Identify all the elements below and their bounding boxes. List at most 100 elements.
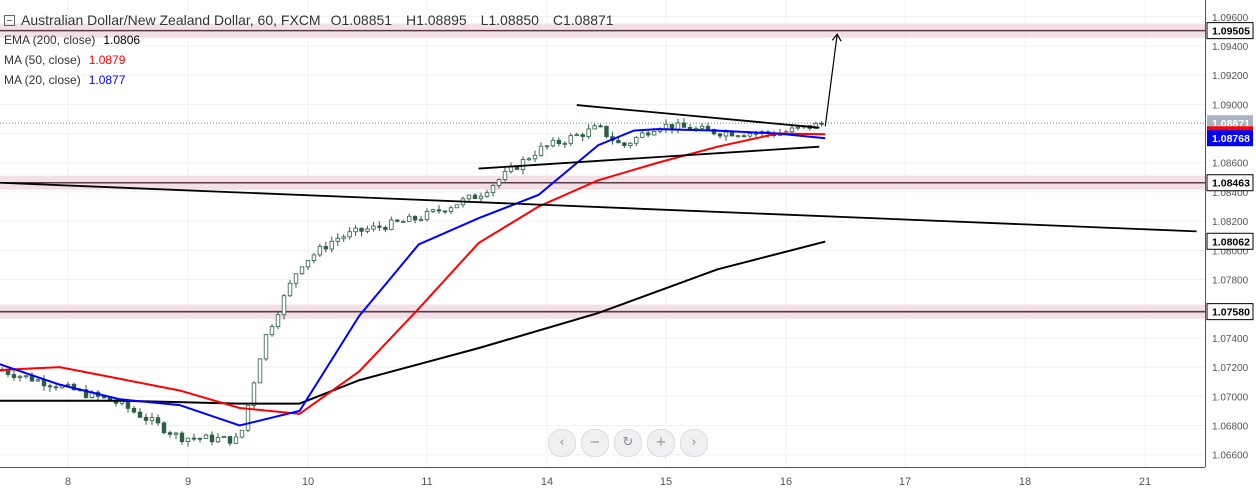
candle-body	[191, 437, 197, 440]
y-tick-label: 1.09000	[1212, 100, 1249, 111]
time-axis-bg	[0, 467, 1256, 489]
candle-body	[167, 432, 173, 435]
scroll-left-button[interactable]: ‹	[548, 429, 576, 457]
y-tick-label: 1.08400	[1212, 188, 1249, 199]
series-line	[0, 128, 826, 427]
scroll-right-button[interactable]: ›	[680, 429, 708, 457]
candle-body	[305, 260, 311, 268]
candle-body	[472, 194, 478, 200]
candle-body	[335, 237, 340, 242]
price-label-text: 1.09505	[1212, 26, 1250, 38]
y-tick-label: 1.06800	[1212, 422, 1249, 433]
candle-body	[556, 139, 562, 144]
candle-body	[161, 422, 167, 434]
candle-body	[233, 436, 239, 444]
close-value: C1.08871	[552, 12, 614, 28]
indicator-value: 1.0806	[103, 33, 141, 47]
candle-body	[628, 142, 633, 146]
candle-body	[203, 434, 209, 439]
price-label-text: 1.07580	[1212, 307, 1250, 319]
candle-body	[681, 122, 687, 128]
x-tick-label: 21	[1139, 476, 1151, 488]
legend-title-row: Australian Dollar/New Zealand Dollar, 60…	[4, 10, 624, 30]
low-value: L1.08850	[480, 12, 539, 28]
price-label-text: 1.08768	[1212, 133, 1250, 145]
candle-body	[616, 140, 621, 144]
high-value: H1.08895	[405, 12, 467, 28]
candle-body	[131, 407, 137, 413]
candle-body	[699, 125, 705, 129]
candle-body	[574, 134, 579, 137]
price-label-text: 1.08871	[1212, 118, 1250, 130]
candle-body	[215, 437, 221, 443]
candle-body	[227, 436, 233, 444]
candle-body	[185, 437, 191, 443]
series-line	[0, 132, 826, 415]
candle-body	[723, 131, 729, 137]
candle-body	[412, 215, 418, 221]
candle-body	[11, 374, 17, 378]
candle-body	[53, 386, 59, 389]
y-tick-label: 1.07400	[1212, 334, 1249, 345]
y-tick-label: 1.07000	[1212, 392, 1249, 403]
series-line	[0, 240, 826, 405]
candle-body	[622, 142, 627, 146]
zoom-in-button[interactable]: +	[647, 429, 675, 457]
candle-body	[795, 126, 801, 129]
candle-body	[550, 139, 556, 147]
x-tick-label: 15	[660, 476, 672, 488]
open-value: O1.08851	[330, 12, 393, 28]
candle-body	[251, 382, 257, 406]
x-tick-label: 8	[65, 476, 71, 488]
candle-body	[149, 417, 155, 421]
candle-body	[717, 133, 723, 137]
candle-body	[311, 254, 317, 261]
candle-body	[592, 125, 597, 130]
candle-body	[442, 210, 448, 213]
candle-body	[604, 125, 609, 137]
candle-body	[663, 123, 669, 130]
candle-body	[400, 220, 406, 223]
candle-body	[329, 240, 334, 250]
candle-body	[17, 375, 23, 378]
candle-body	[490, 184, 496, 194]
collapse-icon[interactable]	[4, 14, 15, 26]
candle-body	[197, 437, 203, 440]
chart-navigation: ‹ − ↻ + ›	[548, 429, 708, 457]
x-tick-label: 11	[421, 476, 432, 488]
candle-body	[317, 246, 323, 256]
indicator-ema200[interactable]: EMA (200, close) 1.0806	[4, 30, 624, 50]
zoom-out-button[interactable]: −	[581, 429, 609, 457]
y-tick-label: 1.07800	[1212, 276, 1249, 287]
y-tick-label: 1.08600	[1212, 159, 1249, 170]
y-tick-label: 1.08200	[1212, 217, 1249, 228]
candle-body	[281, 295, 287, 316]
indicator-ma20[interactable]: MA (20, close) 1.0877	[4, 70, 624, 90]
trendline	[0, 181, 1197, 233]
indicator-label: EMA (200, close)	[4, 33, 96, 47]
candle-body	[675, 122, 681, 130]
candle-body	[651, 130, 657, 136]
candle-body	[323, 246, 329, 250]
candle-body	[47, 385, 53, 388]
candle-body	[418, 219, 424, 222]
reset-button[interactable]: ↻	[614, 429, 642, 457]
x-tick-label: 18	[1019, 476, 1031, 488]
price-label-box	[1206, 22, 1254, 40]
candle-body	[299, 266, 305, 275]
candle-body	[502, 171, 508, 180]
candle-body	[341, 236, 346, 239]
y-tick-label: 1.08000	[1212, 246, 1249, 257]
candle-body	[436, 209, 442, 212]
indicator-ma50[interactable]: MA (50, close) 1.0879	[4, 50, 624, 70]
candle-body	[353, 227, 358, 233]
indicator-label: MA (50, close)	[4, 53, 81, 67]
candle-body	[65, 383, 71, 386]
candle-body	[389, 219, 394, 230]
candle-body	[377, 225, 382, 228]
candle-body	[819, 122, 824, 125]
candle-body	[544, 145, 550, 148]
candle-body	[287, 282, 293, 297]
